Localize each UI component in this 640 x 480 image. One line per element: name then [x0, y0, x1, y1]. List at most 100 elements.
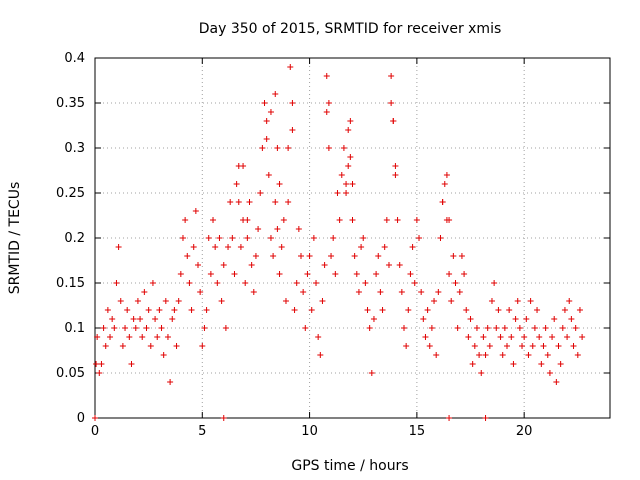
- data-point: [334, 190, 341, 196]
- data-point: [154, 334, 161, 340]
- y-tick-label: 0.1: [64, 321, 85, 336]
- data-point: [115, 244, 122, 250]
- data-point: [413, 217, 420, 223]
- data-point: [134, 298, 141, 304]
- data-point: [385, 262, 392, 268]
- data-point: [321, 262, 328, 268]
- data-point: [396, 262, 403, 268]
- data-point: [516, 325, 523, 331]
- data-point: [542, 325, 549, 331]
- data-point: [267, 235, 274, 241]
- data-point: [463, 307, 470, 313]
- data-point: [574, 352, 581, 358]
- data-point: [261, 100, 268, 106]
- data-point: [171, 307, 178, 313]
- data-point: [461, 271, 468, 277]
- data-point: [102, 343, 109, 349]
- data-point: [246, 199, 253, 205]
- data-point: [531, 325, 538, 331]
- data-point: [229, 235, 236, 241]
- data-point: [416, 235, 423, 241]
- data-point: [486, 343, 493, 349]
- data-point: [561, 307, 568, 313]
- data-point: [431, 298, 438, 304]
- data-point: [544, 352, 551, 358]
- data-point: [250, 289, 257, 295]
- data-point: [218, 298, 225, 304]
- data-point: [252, 253, 259, 259]
- data-point: [392, 172, 399, 178]
- x-tick-label: 20: [516, 424, 533, 439]
- data-point: [473, 325, 480, 331]
- x-axis-title: GPS time / hours: [291, 458, 408, 474]
- data-point: [263, 118, 270, 124]
- data-point: [398, 289, 405, 295]
- data-point: [364, 307, 371, 313]
- data-point: [349, 217, 356, 223]
- data-point: [456, 289, 463, 295]
- data-point: [534, 307, 541, 313]
- data-point: [506, 307, 513, 313]
- data-point: [358, 244, 365, 250]
- data-point: [546, 370, 553, 376]
- data-point: [495, 307, 502, 313]
- data-point: [265, 172, 272, 178]
- data-point: [409, 244, 416, 250]
- data-point: [424, 307, 431, 313]
- data-point: [169, 316, 176, 322]
- data-point: [177, 271, 184, 277]
- data-point: [214, 280, 221, 286]
- data-point: [240, 163, 247, 169]
- data-point: [141, 289, 148, 295]
- data-point: [175, 298, 182, 304]
- data-point: [418, 289, 425, 295]
- data-point: [368, 370, 375, 376]
- data-point: [139, 334, 146, 340]
- y-tick-label: 0.05: [56, 366, 85, 381]
- data-point: [401, 325, 407, 331]
- data-point: [422, 334, 429, 340]
- data-point: [345, 163, 352, 169]
- data-point: [343, 181, 350, 187]
- data-point: [458, 253, 465, 259]
- data-point: [420, 316, 427, 322]
- data-point: [248, 262, 255, 268]
- data-point: [304, 271, 311, 277]
- x-tick-label: 15: [409, 424, 426, 439]
- data-point: [405, 307, 412, 313]
- data-point: [124, 307, 131, 313]
- data-point: [340, 145, 347, 151]
- data-point: [403, 343, 410, 349]
- data-point: [576, 307, 583, 313]
- data-point: [210, 217, 217, 223]
- data-point: [233, 181, 240, 187]
- data-point: [319, 298, 326, 304]
- data-point: [201, 325, 208, 331]
- data-point: [407, 271, 414, 277]
- data-point: [323, 73, 330, 79]
- data-point: [497, 334, 504, 340]
- data-point: [351, 253, 358, 259]
- data-point: [293, 280, 300, 286]
- data-point: [285, 199, 292, 205]
- data-point: [291, 307, 298, 313]
- data-point: [441, 181, 448, 187]
- data-point: [504, 343, 510, 349]
- data-point: [190, 244, 197, 250]
- data-point: [512, 316, 519, 322]
- data-point: [390, 118, 397, 124]
- data-point: [529, 343, 536, 349]
- x-tick-label: 5: [198, 424, 206, 439]
- data-point: [216, 235, 223, 241]
- data-point: [345, 127, 352, 133]
- data-point: [113, 280, 120, 286]
- data-point: [289, 127, 296, 133]
- data-point: [231, 271, 238, 277]
- data-point: [439, 199, 446, 205]
- data-point: [152, 316, 159, 322]
- data-point: [197, 289, 204, 295]
- data-point: [538, 361, 545, 367]
- data-point: [195, 262, 201, 268]
- chart-title: Day 350 of 2015, SRMTID for receiver xmi…: [199, 21, 502, 37]
- data-point: [330, 235, 337, 241]
